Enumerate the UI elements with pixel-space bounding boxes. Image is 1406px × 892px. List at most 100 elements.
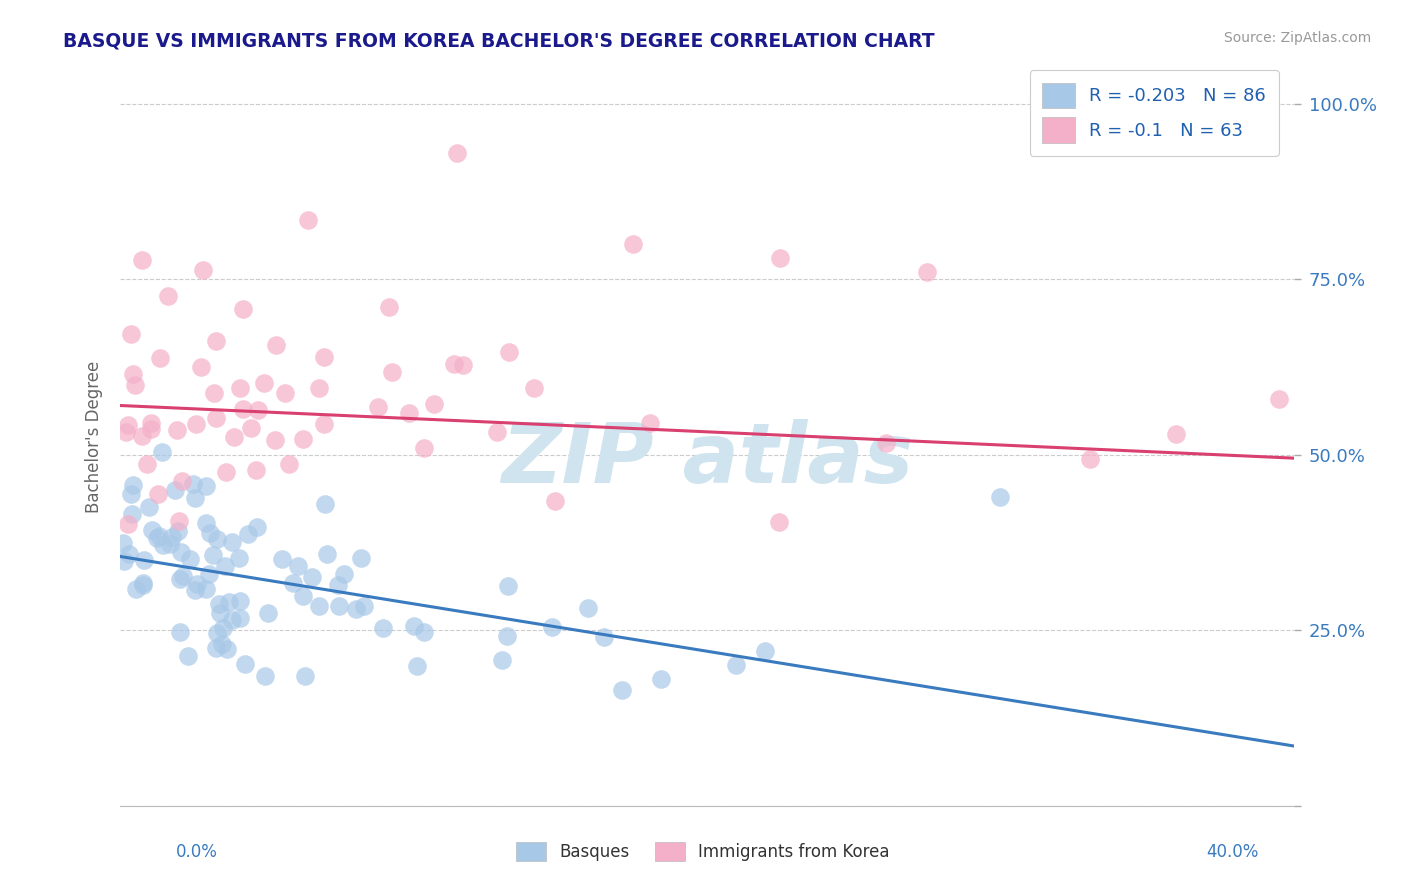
Point	[491, 653, 513, 667]
Point	[592, 630, 614, 644]
Point	[159, 537, 181, 551]
Point	[111, 536, 134, 550]
Y-axis label: Bachelor's Degree: Bachelor's Degree	[86, 361, 103, 513]
Point	[328, 599, 350, 613]
Point	[186, 576, 208, 591]
Point	[297, 212, 319, 227]
Point	[218, 595, 240, 609]
Point	[169, 624, 191, 639]
Point	[205, 532, 228, 546]
Point	[195, 516, 218, 530]
Point	[281, 576, 304, 591]
Point	[195, 479, 218, 493]
Point	[308, 599, 330, 614]
Point	[124, 378, 146, 392]
Point	[423, 397, 446, 411]
Point	[486, 425, 509, 439]
Point	[638, 416, 661, 430]
Point	[398, 406, 420, 420]
Point	[205, 641, 228, 656]
Point	[257, 607, 280, 621]
Point	[163, 483, 186, 497]
Text: Source: ZipAtlas.com: Source: ZipAtlas.com	[1223, 31, 1371, 45]
Point	[768, 515, 790, 529]
Legend: R = -0.203   N = 86, R = -0.1   N = 63: R = -0.203 N = 86, R = -0.1 N = 63	[1029, 70, 1279, 155]
Point	[623, 237, 645, 252]
Point	[233, 657, 256, 671]
Point	[150, 445, 173, 459]
Point	[121, 368, 143, 382]
Point	[221, 535, 243, 549]
Text: 0.0%: 0.0%	[176, 843, 218, 861]
Point	[146, 487, 169, 501]
Point	[292, 589, 315, 603]
Point	[496, 629, 519, 643]
Point	[543, 494, 565, 508]
Point	[149, 351, 172, 365]
Point	[141, 524, 163, 538]
Point	[238, 527, 260, 541]
Point	[274, 386, 297, 401]
Point	[406, 658, 429, 673]
Point	[232, 301, 254, 316]
Point	[183, 582, 205, 597]
Point	[496, 579, 519, 593]
Point	[232, 401, 254, 416]
Point	[190, 359, 212, 374]
Point	[367, 400, 389, 414]
Point	[264, 338, 287, 352]
Point	[576, 600, 599, 615]
Point	[224, 430, 246, 444]
Point	[271, 551, 294, 566]
Point	[875, 435, 897, 450]
Point	[228, 550, 250, 565]
Point	[228, 381, 250, 395]
Point	[287, 559, 309, 574]
Point	[402, 619, 425, 633]
Point	[184, 491, 207, 506]
Point	[167, 514, 190, 528]
Point	[228, 611, 250, 625]
Point	[1078, 452, 1101, 467]
Text: BASQUE VS IMMIGRANTS FROM KOREA BACHELOR'S DEGREE CORRELATION CHART: BASQUE VS IMMIGRANTS FROM KOREA BACHELOR…	[63, 31, 935, 50]
Point	[191, 263, 214, 277]
Point	[148, 529, 170, 543]
Point	[177, 648, 200, 663]
Point	[160, 530, 183, 544]
Point	[915, 265, 938, 279]
Point	[139, 416, 162, 430]
Point	[184, 417, 207, 432]
Point	[229, 594, 252, 608]
Point	[264, 433, 287, 447]
Point	[988, 490, 1011, 504]
Point	[353, 599, 375, 614]
Legend: Basques, Immigrants from Korea: Basques, Immigrants from Korea	[509, 835, 897, 868]
Point	[239, 421, 262, 435]
Point	[498, 344, 520, 359]
Point	[312, 350, 335, 364]
Point	[333, 567, 356, 582]
Point	[349, 551, 371, 566]
Point	[246, 519, 269, 533]
Point	[132, 552, 155, 566]
Point	[138, 500, 160, 515]
Point	[205, 334, 228, 348]
Point	[118, 547, 141, 561]
Point	[136, 458, 159, 472]
Point	[1166, 426, 1188, 441]
Point	[146, 532, 169, 546]
Point	[202, 386, 225, 401]
Point	[245, 463, 267, 477]
Point	[115, 425, 138, 440]
Text: 40.0%: 40.0%	[1206, 843, 1258, 861]
Point	[208, 597, 231, 611]
Point	[169, 573, 191, 587]
Point	[132, 576, 155, 591]
Point	[209, 606, 232, 620]
Point	[117, 517, 139, 532]
Point	[172, 569, 194, 583]
Point	[253, 669, 276, 683]
Point	[198, 525, 221, 540]
Point	[754, 644, 776, 658]
Point	[246, 403, 269, 417]
